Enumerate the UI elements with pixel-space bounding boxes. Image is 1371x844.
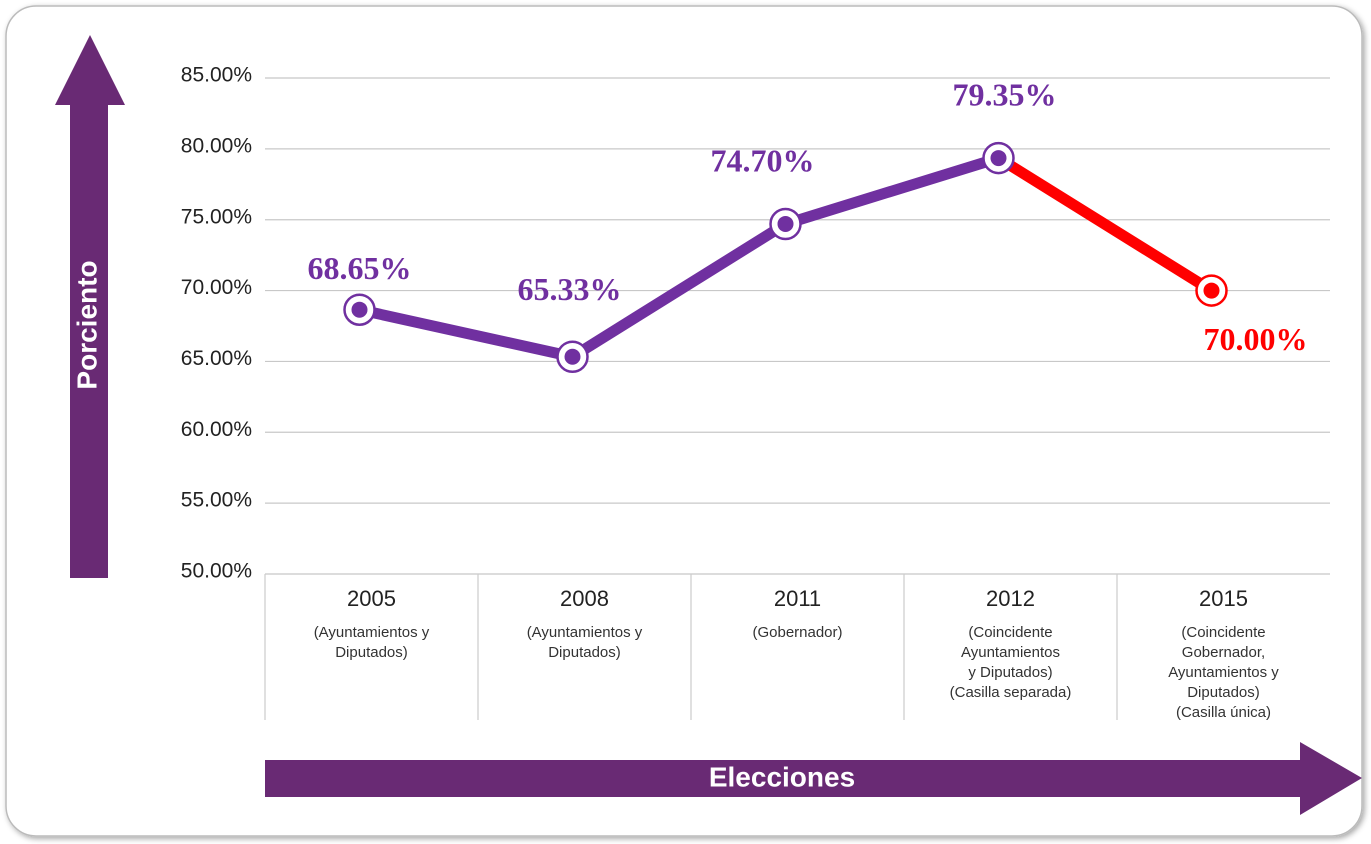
y-tick-label: 85.00% — [181, 64, 252, 87]
category-detail: Diputados) — [335, 644, 408, 661]
y-tick-label: 80.00% — [181, 134, 252, 157]
x-arrow — [265, 742, 1362, 815]
marker — [1203, 282, 1220, 299]
marker — [564, 348, 581, 365]
category-detail: (Ayuntamientos y — [527, 624, 643, 641]
category-detail: y Diputados) — [968, 664, 1052, 681]
marker — [777, 215, 794, 232]
category-detail: (Coincidente — [1181, 624, 1265, 641]
x-tick-label: 2008 — [560, 586, 609, 611]
line-segment — [567, 218, 791, 363]
category-detail: Ayuntamientos — [961, 644, 1060, 661]
data-label: 70.00% — [1204, 321, 1308, 357]
line-segment — [993, 152, 1217, 297]
category-detail: (Coincidente — [968, 624, 1052, 641]
marker — [990, 150, 1007, 167]
marker — [351, 301, 368, 318]
line-segment — [780, 152, 1004, 230]
x-axis-label: Elecciones — [709, 761, 855, 792]
category-detail: Diputados) — [1187, 684, 1260, 701]
data-label: 79.35% — [953, 76, 1057, 112]
category-detail: Diputados) — [548, 644, 621, 661]
data-label: 68.65% — [308, 250, 412, 286]
x-tick-label: 2015 — [1199, 586, 1248, 611]
y-tick-label: 75.00% — [181, 205, 252, 228]
data-label: 65.33% — [518, 271, 622, 307]
y-tick-label: 65.00% — [181, 347, 252, 370]
category-detail: (Casilla separada) — [950, 684, 1072, 701]
category-detail: (Ayuntamientos y — [314, 624, 430, 641]
y-tick-label: 60.00% — [181, 418, 252, 441]
x-tick-label: 2012 — [986, 586, 1035, 611]
x-tick-label: 2005 — [347, 586, 396, 611]
data-label: 74.70% — [711, 142, 815, 178]
y-tick-label: 70.00% — [181, 276, 252, 299]
panel — [5, 5, 1363, 837]
y-arrow — [55, 35, 125, 578]
category-detail: (Gobernador) — [752, 624, 842, 641]
line-segment — [354, 304, 578, 363]
category-detail: (Casilla única) — [1176, 704, 1271, 721]
axis-arrows — [55, 35, 1362, 815]
x-tick-label: 2011 — [774, 586, 821, 611]
category-detail: Gobernador, — [1182, 644, 1265, 661]
y-tick-label: 55.00% — [181, 489, 252, 512]
category-detail: Ayuntamientos y — [1168, 664, 1279, 681]
y-tick-label: 50.00% — [181, 560, 252, 583]
y-axis-label: Porciento — [71, 260, 102, 389]
